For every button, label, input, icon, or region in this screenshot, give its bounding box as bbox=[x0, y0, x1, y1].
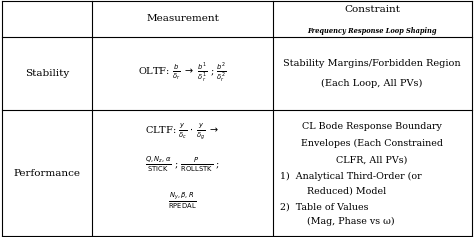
Text: Frequency Response Loop Shaping: Frequency Response Loop Shaping bbox=[307, 27, 437, 35]
Text: $\frac{N_y, \beta, R}{\mathrm{RPEDAL}}$: $\frac{N_y, \beta, R}{\mathrm{RPEDAL}}$ bbox=[168, 190, 197, 210]
Text: CL Bode Response Boundary: CL Bode Response Boundary bbox=[302, 122, 442, 131]
Text: (Mag, Phase vs ω): (Mag, Phase vs ω) bbox=[289, 217, 395, 226]
Text: Stability Margins/Forbidden Region: Stability Margins/Forbidden Region bbox=[283, 59, 461, 68]
Text: Stability: Stability bbox=[25, 69, 70, 78]
Text: $\frac{Q, N_z, \alpha}{\mathrm{STICK}}$ ; $\frac{P}{\mathrm{ROLLSTK}}$ ;: $\frac{Q, N_z, \alpha}{\mathrm{STICK}}$ … bbox=[145, 155, 220, 174]
Text: Reduced) Model: Reduced) Model bbox=[289, 186, 386, 195]
Text: Constraint: Constraint bbox=[344, 5, 400, 14]
Text: (Each Loop, All PVs): (Each Loop, All PVs) bbox=[321, 78, 423, 87]
Text: 1)  Analytical Third-Order (or: 1) Analytical Third-Order (or bbox=[280, 172, 421, 181]
Text: Measurement: Measurement bbox=[146, 14, 219, 23]
Text: 2)  Table of Values: 2) Table of Values bbox=[280, 203, 368, 212]
Text: CLFR, All PVs): CLFR, All PVs) bbox=[337, 155, 408, 164]
Text: Performance: Performance bbox=[14, 169, 81, 178]
Text: Envelopes (Each Constrained: Envelopes (Each Constrained bbox=[301, 139, 443, 148]
Text: OLTF: $\frac{b}{\delta_r}$ $\rightarrow$ $\frac{b^1}{\delta_r^1}$ ; $\frac{b^2}{: OLTF: $\frac{b}{\delta_r}$ $\rightarrow$… bbox=[138, 62, 227, 85]
Text: CLTF: $\frac{y}{\delta_c}$ $\cdot$ $\frac{y}{\delta_g}$ $\rightarrow$: CLTF: $\frac{y}{\delta_c}$ $\cdot$ $\fra… bbox=[146, 121, 219, 142]
